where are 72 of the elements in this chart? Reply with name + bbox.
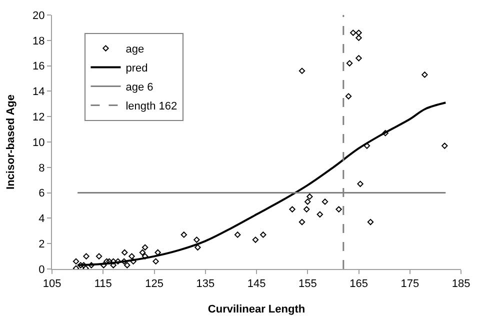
point	[357, 180, 364, 188]
y-tick-label: 16	[32, 60, 45, 73]
point	[96, 253, 102, 260]
point	[142, 253, 148, 260]
legend-label: pred	[126, 62, 148, 75]
legend-label: age	[126, 44, 144, 56]
point	[252, 236, 259, 243]
point	[72, 258, 80, 264]
x-tick-label: 115	[94, 278, 112, 290]
x-tick-label: 185	[452, 278, 470, 290]
point	[298, 218, 306, 226]
x-tick-label: 135	[196, 278, 215, 290]
point	[345, 93, 352, 100]
point	[298, 68, 306, 74]
point	[346, 60, 353, 66]
point	[106, 258, 112, 264]
y-tick-label: 18	[32, 35, 45, 48]
point	[306, 194, 313, 200]
y-tick-label: 14	[32, 86, 45, 98]
point	[194, 244, 201, 251]
point	[356, 30, 362, 36]
point	[322, 198, 328, 205]
point	[194, 236, 200, 243]
point	[139, 249, 146, 256]
x-tick-label: 105	[42, 278, 62, 290]
y-tick-label: 8	[38, 162, 45, 174]
point	[304, 198, 311, 205]
point	[316, 211, 323, 218]
y-tick-label: 12	[32, 111, 45, 124]
x-axis-title: Curvilinear Length	[208, 303, 306, 316]
point	[356, 55, 362, 62]
point	[234, 232, 241, 238]
point	[120, 258, 128, 264]
x-tick-label: 165	[350, 278, 368, 290]
point	[260, 232, 266, 238]
x-tick-label: 145	[247, 278, 266, 290]
point	[122, 249, 128, 256]
point	[142, 244, 148, 251]
point	[382, 130, 388, 136]
point	[124, 262, 130, 268]
x-tick-label: 125	[145, 278, 164, 290]
point	[83, 253, 90, 260]
y-tick-label: 4	[38, 213, 45, 226]
point	[364, 142, 370, 149]
y-tick-label: 20	[32, 10, 45, 22]
y-tick-label: 6	[38, 188, 45, 200]
legend-label: age 6	[126, 82, 154, 94]
point	[180, 232, 187, 238]
y-tick-label: 10	[32, 136, 45, 149]
point	[289, 206, 296, 212]
point	[367, 218, 374, 226]
y-axis-title: Incisor-based Age	[5, 94, 18, 190]
point	[88, 262, 94, 268]
point	[350, 30, 356, 36]
point	[154, 249, 161, 256]
x-tick-label: 175	[400, 278, 420, 290]
y-tick-label: 0	[38, 264, 45, 276]
point	[110, 262, 116, 268]
x-tick-label: 155	[298, 278, 317, 290]
point	[104, 258, 110, 264]
point	[422, 72, 428, 78]
point	[152, 258, 159, 264]
point	[304, 206, 310, 212]
point	[336, 206, 342, 212]
point	[128, 253, 135, 260]
point	[356, 34, 362, 41]
legend-label: length 162	[126, 100, 178, 113]
point	[78, 262, 84, 268]
point	[442, 142, 448, 149]
y-tick-label: 2	[38, 238, 45, 250]
point	[100, 262, 107, 268]
point	[130, 258, 136, 264]
